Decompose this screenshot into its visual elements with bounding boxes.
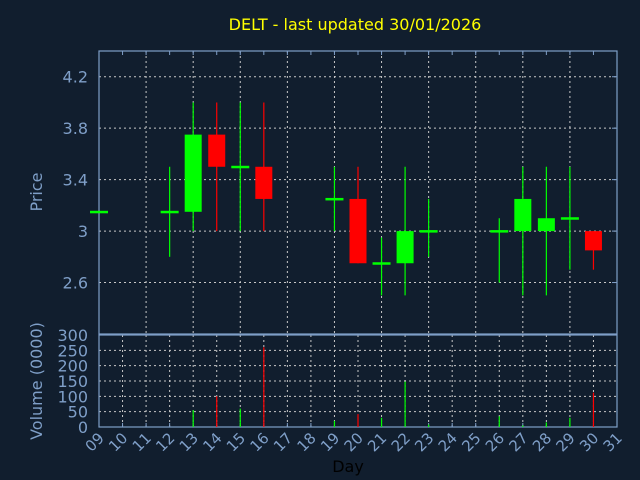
- day-tick-label: 18: [294, 429, 320, 455]
- volume-tick-label: 150: [57, 372, 88, 391]
- volume-tick-label: 250: [57, 341, 88, 360]
- price-tick-label: 3.4: [63, 171, 88, 190]
- candle-down: [208, 134, 226, 167]
- day-tick-label: 24: [435, 429, 461, 455]
- candle-doji: [372, 262, 391, 265]
- day-axis-label: Day: [332, 457, 364, 476]
- day-tick-label: 15: [223, 429, 249, 455]
- price-tick-label: 3: [78, 222, 88, 241]
- day-tick-label: 13: [176, 429, 202, 455]
- candle-doji: [325, 197, 344, 201]
- candle-doji: [419, 230, 438, 233]
- price-tick-label: 4.2: [63, 68, 88, 87]
- price-plot-frame: [98, 50, 618, 335]
- volume-tick-label: 0: [78, 418, 88, 437]
- candle-doji: [560, 217, 579, 220]
- price-axis-label: Price: [27, 172, 46, 211]
- price-tick-label: 3.8: [63, 119, 88, 138]
- price-tick-label: 2.6: [63, 274, 88, 293]
- candle-doji: [231, 165, 250, 169]
- day-tick-label: 21: [364, 429, 390, 455]
- day-tick-label: 19: [317, 429, 343, 455]
- candle-doji: [90, 210, 108, 214]
- chart-title: DELT - last updated 30/01/2026: [229, 15, 482, 34]
- candle-down: [584, 231, 602, 251]
- day-tick-label: 16: [246, 429, 272, 455]
- day-tick-label: 20: [341, 429, 367, 455]
- volume-tick-label: 50: [68, 403, 88, 422]
- day-tick-label: 12: [152, 429, 178, 455]
- candle-up: [184, 134, 202, 212]
- volume-axis-label: Volume (0000): [27, 322, 46, 440]
- candle-up: [514, 198, 532, 232]
- day-tick-label: 17: [270, 429, 296, 455]
- candle-up: [537, 218, 555, 232]
- day-tick-label: 25: [458, 429, 484, 455]
- volume-tick-label: 200: [57, 357, 88, 376]
- day-tick-label: 11: [129, 429, 155, 455]
- candle-up: [396, 231, 414, 264]
- day-tick-label: 30: [576, 429, 602, 455]
- day-tick-label: 27: [505, 429, 531, 455]
- candle-doji: [160, 210, 179, 214]
- day-tick-label: 28: [529, 429, 555, 455]
- candle-down: [255, 166, 273, 199]
- day-tick-label: 10: [105, 429, 131, 455]
- candle-down: [349, 198, 367, 264]
- volume-tick-label: 100: [57, 387, 88, 406]
- day-tick-label: 29: [553, 429, 579, 455]
- day-tick-label: 14: [199, 429, 225, 455]
- day-tick-label: 23: [411, 429, 437, 455]
- day-tick-label: 26: [482, 429, 508, 455]
- day-tick-label: 22: [388, 429, 414, 455]
- candle-doji: [490, 230, 509, 233]
- day-tick-label: 31: [600, 429, 626, 455]
- volume-tick-label: 300: [57, 326, 88, 345]
